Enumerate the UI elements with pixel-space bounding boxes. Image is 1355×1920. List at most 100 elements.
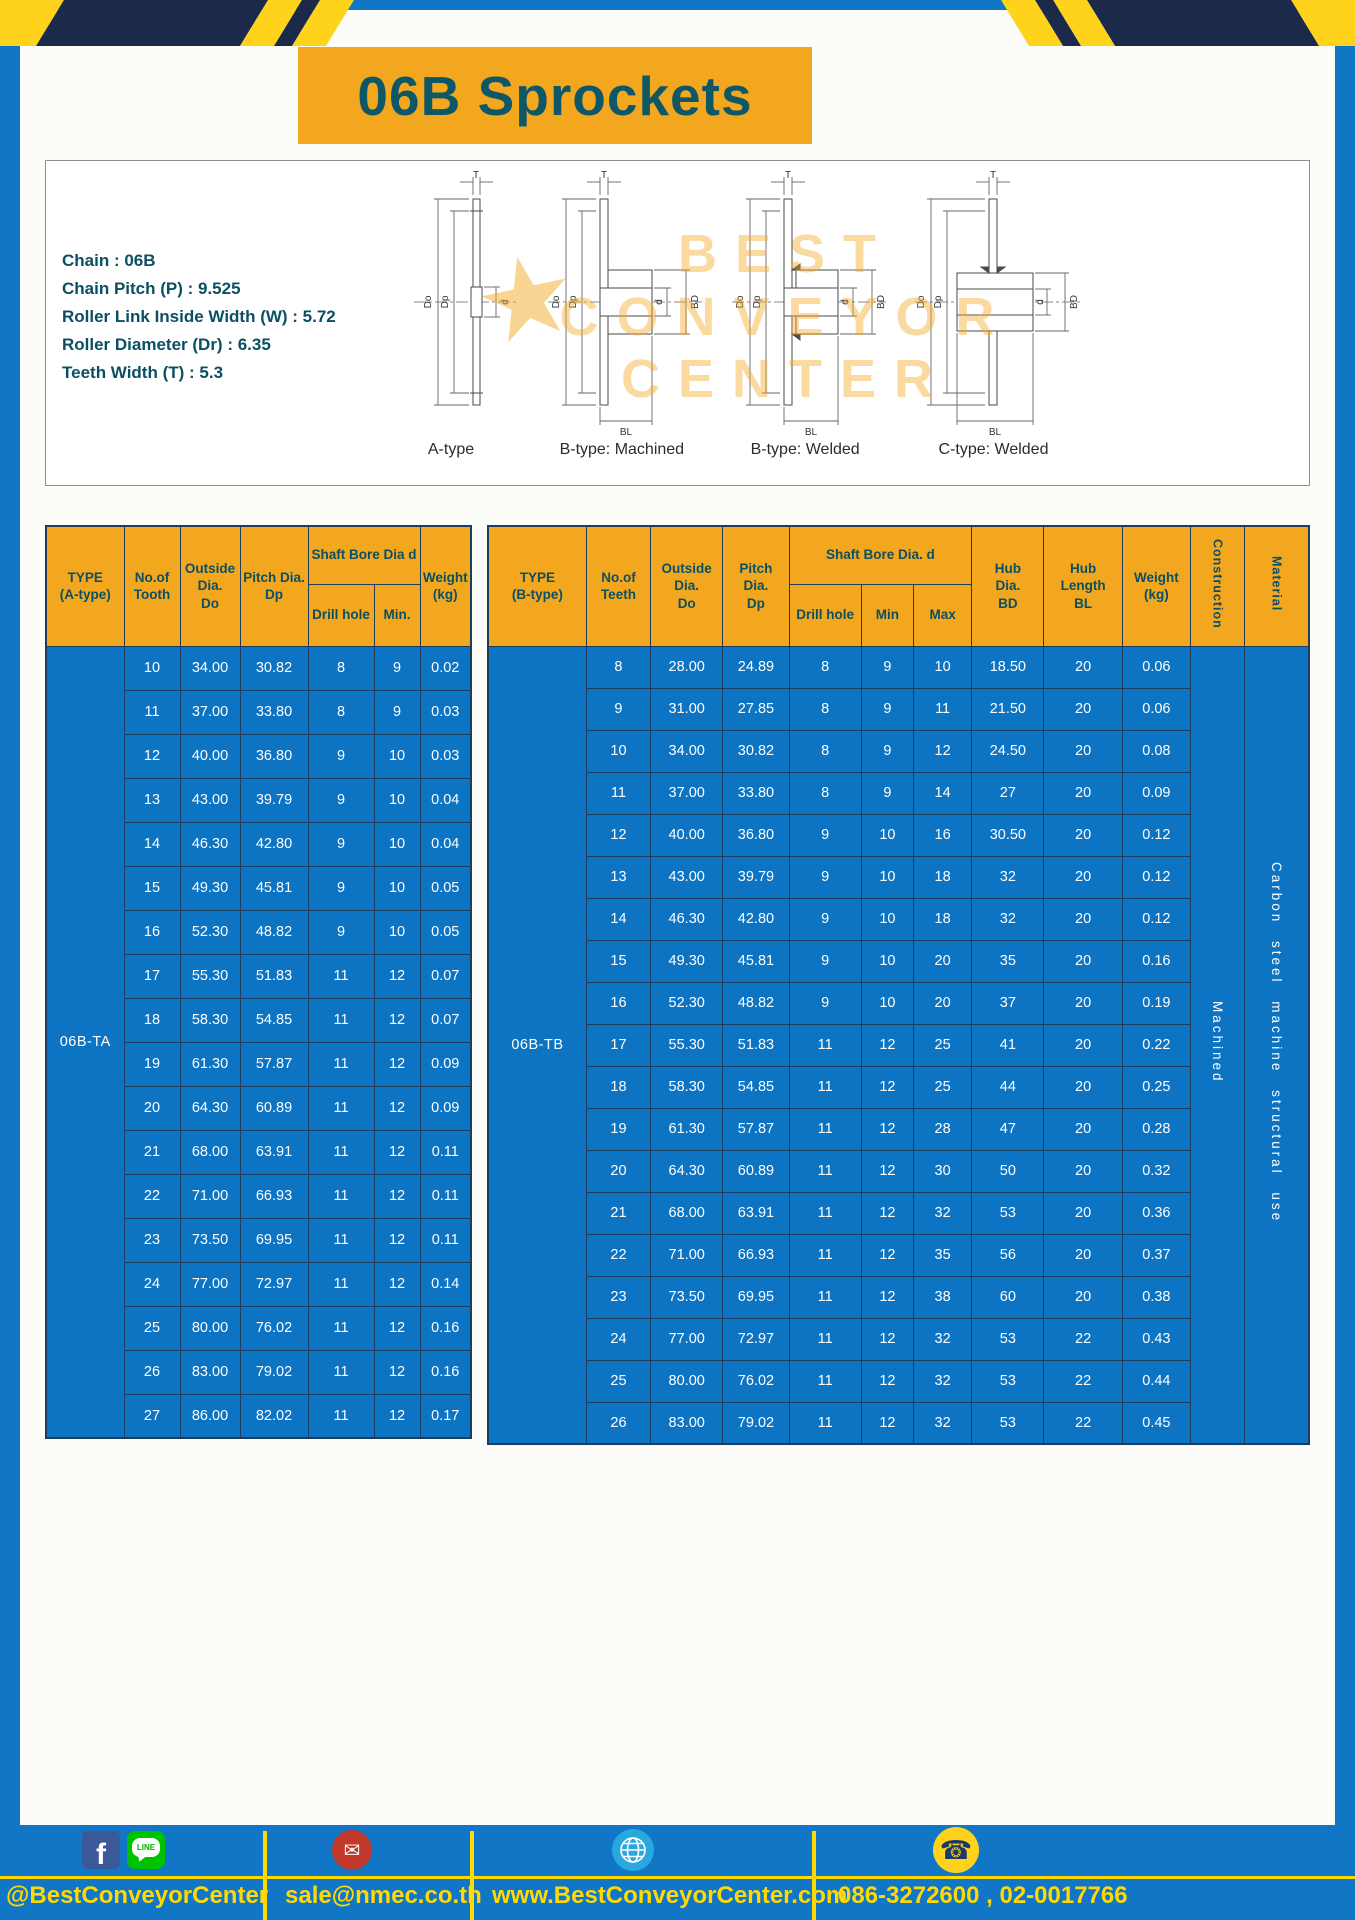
cell-min: 10 xyxy=(373,821,421,867)
table-row: 06B-TB 8 28.00 24.89 8 9 10 18.50 20 0.06 Machined… xyxy=(487,645,1310,1445)
cell-hub-dia: 44 xyxy=(971,1065,1045,1109)
cell-pitch-dia: 42.80 xyxy=(239,821,309,867)
corner-ribbon-left-icon xyxy=(0,0,354,46)
dim-label-dp: Dp xyxy=(752,295,763,308)
cell-drill-hole: 8 xyxy=(788,645,862,689)
table-row: 16 52.30 48.82 9 10 20 37 20 0.19 xyxy=(488,981,1309,1025)
table-row: 16 52.30 48.82 9 10 0.05 xyxy=(46,909,472,955)
cell-drill-hole: 11 xyxy=(788,1107,862,1151)
cell-min: 10 xyxy=(860,813,914,857)
phone-numbers-text: 086-3272600 , 02-0017766 xyxy=(838,1882,1128,1909)
cell-hub-length: 20 xyxy=(1043,855,1123,899)
spec-line-roller-dia: Roller Diameter (Dr) : 6.35 xyxy=(62,335,271,354)
spec-line-teeth-width: Teeth Width (T) : 5.3 xyxy=(62,363,224,382)
cell-hub-dia: 24.50 xyxy=(971,729,1045,773)
cell-min: 12 xyxy=(373,997,421,1043)
table-row: 17 55.30 51.83 11 12 0.07 xyxy=(46,953,472,999)
table-row: 12 40.00 36.80 9 10 0.03 xyxy=(46,733,472,779)
table-row: 24 77.00 72.97 11 12 32 53 22 0.43 xyxy=(488,1317,1309,1361)
cell-outside-dia: 28.00 xyxy=(650,645,724,689)
cell-weight: 0.09 xyxy=(419,1085,472,1131)
table-row: 19 61.30 57.87 11 12 0.09 xyxy=(46,1041,472,1087)
cell-outside-dia: 83.00 xyxy=(650,1401,724,1445)
cell-drill-hole: 11 xyxy=(307,1129,375,1175)
mail-icon: ✉ xyxy=(332,1830,372,1870)
cell-min: 12 xyxy=(373,1305,421,1351)
table-row: 26 83.00 79.02 11 12 0.16 xyxy=(46,1349,472,1395)
cell-teeth: 23 xyxy=(585,1275,652,1319)
cell-min: 9 xyxy=(860,771,914,815)
sprocket-a-type-icon: T Do Dp d xyxy=(414,170,518,406)
table-row: 10 34.00 30.82 8 9 12 24.50 20 0.08 xyxy=(488,729,1309,773)
cell-weight: 0.09 xyxy=(419,1041,472,1087)
cell-drill-hole: 8 xyxy=(788,687,862,731)
header-no-of-tooth: No.of Tooth xyxy=(123,525,181,647)
cell-max: 32 xyxy=(912,1317,973,1361)
table-row: 23 73.50 69.95 11 12 38 60 20 0.38 xyxy=(488,1275,1309,1319)
cell-hub-length: 20 xyxy=(1043,1275,1123,1319)
cell-hub-length: 20 xyxy=(1043,729,1123,773)
sprocket-c-welded-icon: T Do Dp d BD BL xyxy=(914,170,1081,438)
table-row: 18 58.30 54.85 11 12 0.07 xyxy=(46,997,472,1043)
dim-label-d: d xyxy=(1035,299,1046,305)
cell-hub-dia: 56 xyxy=(971,1233,1045,1277)
cell-min: 10 xyxy=(373,733,421,779)
cell-weight: 0.02 xyxy=(419,645,472,691)
cell-min: 12 xyxy=(373,1041,421,1087)
cell-teeth: 26 xyxy=(123,1349,181,1395)
drawing-b-type-welded: T Do Dp d BD BL B-type: Welded xyxy=(718,167,893,459)
table-row: 21 68.00 63.91 11 12 32 53 20 0.36 xyxy=(488,1191,1309,1235)
cell-hub-length: 20 xyxy=(1043,1107,1123,1151)
cell-outside-dia: 55.30 xyxy=(650,1023,724,1067)
cell-hub-dia: 53 xyxy=(971,1317,1045,1361)
footer-separator xyxy=(470,1831,474,1920)
cell-drill-hole: 9 xyxy=(788,897,862,941)
cell-drill-hole: 11 xyxy=(788,1065,862,1109)
dim-label-do: Do xyxy=(735,295,746,308)
table-row: 13 43.00 39.79 9 10 18 32 20 0.12 xyxy=(488,855,1309,899)
cell-outside-dia: 49.30 xyxy=(650,939,724,983)
cell-outside-dia: 52.30 xyxy=(650,981,724,1025)
cell-outside-dia: 64.30 xyxy=(650,1149,724,1193)
cell-drill-hole: 11 xyxy=(788,1275,862,1319)
cell-drill-hole: 11 xyxy=(307,997,375,1043)
table-b-type: TYPE (B-type) No.of Teeth Outside Dia. D… xyxy=(487,525,1310,1445)
cell-pitch-dia: 39.79 xyxy=(722,855,790,899)
cell-min: 12 xyxy=(373,1393,421,1439)
cell-pitch-dia: 63.91 xyxy=(722,1191,790,1235)
cell-min: 12 xyxy=(860,1233,914,1277)
cell-hub-dia: 30.50 xyxy=(971,813,1045,857)
cell-teeth: 16 xyxy=(585,981,652,1025)
table-row: 18 58.30 54.85 11 12 25 44 20 0.25 xyxy=(488,1065,1309,1109)
drawing-b-type-machined: T Do Dp d BD BL B-type: Machined xyxy=(534,167,709,459)
cell-weight: 0.14 xyxy=(419,1261,472,1307)
cell-hub-length: 20 xyxy=(1043,687,1123,731)
cell-weight: 0.09 xyxy=(1121,771,1191,815)
cell-outside-dia: 46.30 xyxy=(179,821,241,867)
table-row: 12 40.00 36.80 9 10 16 30.50 20 0.12 xyxy=(488,813,1309,857)
material-value: Carbon steel machine structural use xyxy=(1244,645,1310,1445)
phone-icon: ☎ xyxy=(933,1827,979,1873)
cell-drill-hole: 11 xyxy=(788,1359,862,1403)
cell-hub-length: 20 xyxy=(1043,1233,1123,1277)
header-drill-hole: Drill hole xyxy=(307,583,375,647)
cell-max: 38 xyxy=(912,1275,973,1319)
cell-outside-dia: 71.00 xyxy=(179,1173,241,1219)
cell-min: 12 xyxy=(860,1065,914,1109)
cell-max: 12 xyxy=(912,729,973,773)
cell-weight: 0.04 xyxy=(419,777,472,823)
cell-outside-dia: 37.00 xyxy=(650,771,724,815)
cell-drill-hole: 11 xyxy=(788,1233,862,1277)
cell-weight: 0.11 xyxy=(419,1217,472,1263)
table-row: 15 49.30 45.81 9 10 0.05 xyxy=(46,865,472,911)
cell-weight: 0.03 xyxy=(419,733,472,779)
cell-hub-length: 22 xyxy=(1043,1359,1123,1403)
cell-hub-length: 20 xyxy=(1043,813,1123,857)
cell-hub-dia: 53 xyxy=(971,1359,1045,1403)
title-banner: 06B Sprockets xyxy=(298,47,812,144)
dim-label-t: T xyxy=(990,170,996,181)
cell-drill-hole: 11 xyxy=(788,1149,862,1193)
cell-outside-dia: 80.00 xyxy=(650,1359,724,1403)
header-material: Material xyxy=(1244,525,1310,647)
